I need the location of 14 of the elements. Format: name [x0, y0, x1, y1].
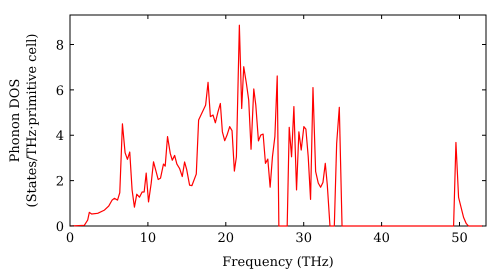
- x-axis-title: Frequency (THz): [222, 255, 334, 270]
- x-tick-label: 20: [218, 231, 234, 246]
- y-tick-label: 0: [56, 220, 64, 235]
- y-tick-label: 2: [56, 174, 64, 190]
- x-tick-label: 40: [373, 231, 390, 246]
- y-axis-title: Phonon DOS (States/THz·primitive cell): [8, 33, 40, 208]
- x-tick-label: 0: [66, 231, 74, 246]
- y-tick-label: 6: [56, 84, 64, 99]
- x-tick-label: 30: [295, 231, 312, 246]
- y-tick-label: 8: [56, 38, 64, 54]
- line-series: [70, 24, 484, 227]
- y-tick-label: 4: [56, 129, 64, 144]
- x-tick-label: 10: [140, 231, 156, 246]
- x-tick-label: 50: [451, 231, 468, 246]
